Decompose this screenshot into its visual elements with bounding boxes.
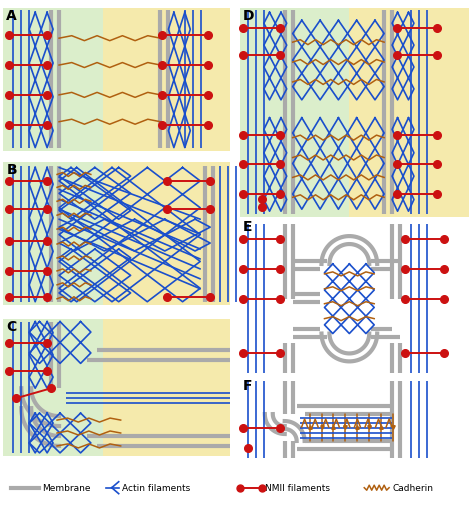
Text: NMII filaments: NMII filaments	[265, 483, 330, 492]
Text: Membrane: Membrane	[42, 483, 91, 492]
Bar	[103, 9, 230, 152]
Bar	[240, 9, 349, 218]
Bar	[349, 9, 469, 218]
Text: F: F	[243, 379, 253, 392]
Text: C: C	[6, 319, 17, 333]
Bar	[3, 9, 103, 152]
Text: B: B	[6, 163, 17, 177]
Text: Cadherin: Cadherin	[392, 483, 433, 492]
Bar	[3, 163, 103, 305]
Bar	[103, 163, 230, 305]
Text: D: D	[243, 9, 255, 23]
Text: E: E	[243, 220, 253, 234]
Text: A: A	[6, 9, 17, 23]
Bar	[3, 319, 103, 456]
Bar	[103, 319, 230, 456]
Text: Actin filaments: Actin filaments	[122, 483, 190, 492]
